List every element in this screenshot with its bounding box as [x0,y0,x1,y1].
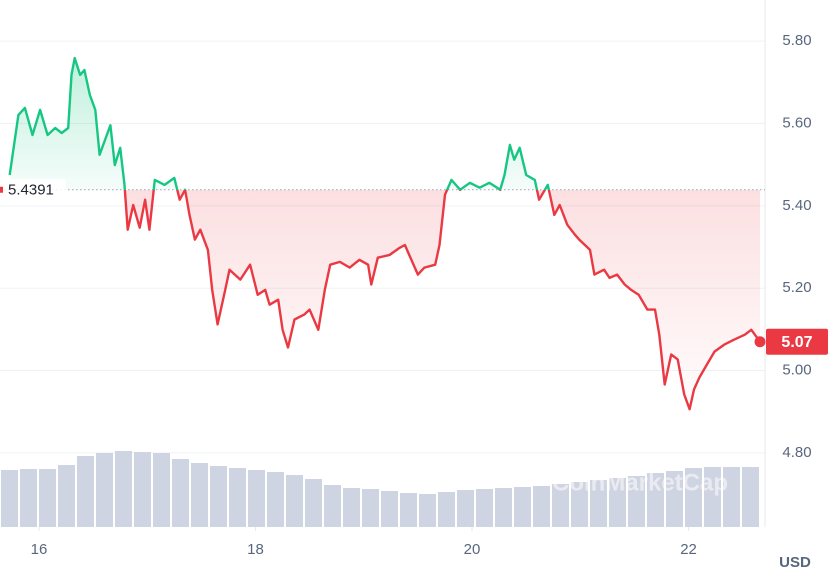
y-tick-label: 5.00 [782,362,811,379]
baseline-marker [0,186,3,193]
currency-label: USD [779,554,811,571]
volume-bar [400,493,417,527]
baseline-label-bg [2,178,66,201]
x-tick-label: 20 [464,541,481,558]
volume-bar [685,468,702,527]
volume-bar [191,463,208,527]
volume-bar [609,478,626,527]
volume-bar [134,452,151,527]
volume-bar [438,492,455,527]
baseline-label: 5.4391 [8,182,54,199]
volume-bar [77,456,94,527]
volume-bar [96,453,113,527]
volume-bar [20,469,37,527]
x-tick-label: 22 [680,541,697,558]
volume-bar [533,486,550,527]
volume-bar [286,475,303,527]
volume-bar [210,466,227,527]
volume-bar [324,485,341,527]
volume-bar [343,488,360,527]
volume-bar [514,487,531,527]
price-tag: 5.07 [781,334,812,351]
volume-bar [476,489,493,527]
volume-bar [362,489,379,527]
volume-bar [39,469,56,527]
volume-bar [666,471,683,527]
volume-bar [248,470,265,527]
price-line [8,56,761,411]
volume-bar [229,468,246,527]
volume-bar [267,472,284,527]
volume-bar [742,467,759,527]
volume-bar [305,479,322,527]
volume-bar [647,473,664,527]
volume-bar [419,494,436,527]
volume-bar [381,491,398,527]
volume-bar [495,488,512,527]
volume-bar [704,467,721,527]
volume-bar [457,490,474,527]
y-tick-label: 5.20 [782,279,811,296]
x-tick-label: 18 [247,541,264,558]
price-area [9,58,760,410]
volume-bar [153,453,170,527]
volume-bar [1,470,18,527]
volume-bar [590,480,607,527]
volume-bar [571,482,588,527]
volume-bar [628,476,645,527]
volume-bar [58,465,75,527]
y-tick-label: 5.80 [782,32,811,49]
watermark: CoinMarketCap [552,469,728,496]
x-tick-label: 16 [31,541,48,558]
volume-bar [723,467,740,527]
volume-bar [552,484,569,527]
price-tag-bg [766,328,828,355]
y-tick-label: 4.80 [782,444,811,461]
volume-bar [115,451,132,527]
y-tick-label: 5.40 [782,197,811,214]
last-point [754,336,766,348]
y-tick-label: 5.60 [782,114,811,131]
volume-bar [172,459,189,527]
